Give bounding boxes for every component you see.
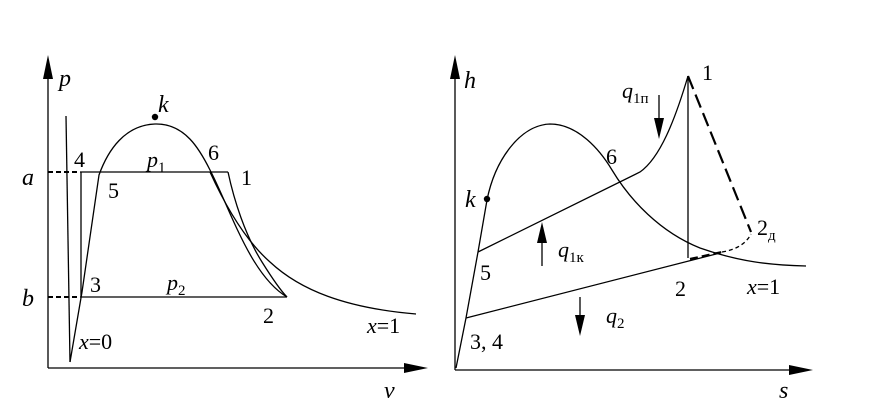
liquid-line [65, 115, 71, 363]
x0-label: x=0 [78, 329, 112, 354]
x1-right-label: x=1 [746, 274, 780, 299]
hs-point-2-label: 2 [675, 276, 686, 301]
point-1-label: 1 [241, 165, 252, 190]
q1k-label: q1к [558, 237, 585, 266]
v-axis-arrow [404, 363, 428, 373]
hs-point-6-label: 6 [606, 144, 617, 169]
v-axis-label: v [384, 378, 395, 404]
saturation-dome-left [69, 123, 288, 363]
hs-dome [455, 123, 807, 369]
s-axis-arrow [789, 365, 813, 375]
s-axis-label: s [779, 378, 788, 404]
expansion-curve [227, 171, 288, 298]
q2-arrow-head [575, 315, 585, 336]
hs-point-2d-label: 2д [757, 215, 776, 244]
isobar-low-dashed [689, 250, 723, 261]
x1-left-label: x=1 [366, 313, 400, 338]
q1k-arrow-head [537, 222, 547, 243]
hs-diagram [450, 55, 813, 375]
isobar-low [465, 252, 721, 319]
tick-b-label: b [22, 286, 34, 312]
pv-diagram [43, 55, 428, 373]
p-axis-arrow [43, 55, 53, 79]
isobar-low-ext [721, 233, 752, 253]
point-4-label: 4 [74, 147, 85, 172]
hs-point-34-label: 3, 4 [470, 329, 503, 354]
p2-label: p2 [165, 270, 186, 299]
q1p-label: q1п [622, 78, 649, 107]
point-6-label: 6 [208, 140, 219, 165]
point-5-label: 5 [108, 178, 119, 203]
hs-point-1-label: 1 [702, 60, 713, 85]
tick-a-label: a [22, 165, 34, 191]
h-axis-arrow [450, 55, 460, 79]
critical-point-label: k [158, 92, 169, 118]
p-axis-label: p [57, 66, 71, 92]
q2-label: q2 [606, 303, 625, 332]
real-expansion [686, 75, 753, 233]
isobar-high [477, 75, 689, 253]
point-2-label: 2 [263, 303, 274, 328]
point-3-label: 3 [90, 272, 101, 297]
h-axis-label: h [464, 68, 476, 94]
q1p-arrow-head [654, 118, 664, 139]
critical-point-dot [151, 113, 159, 121]
hs-critical-point-dot [483, 195, 491, 203]
hs-critical-label: k [465, 187, 476, 213]
x1-curve [209, 171, 417, 315]
hs-point-5-label: 5 [480, 260, 491, 285]
p1-label: p1 [145, 147, 166, 176]
